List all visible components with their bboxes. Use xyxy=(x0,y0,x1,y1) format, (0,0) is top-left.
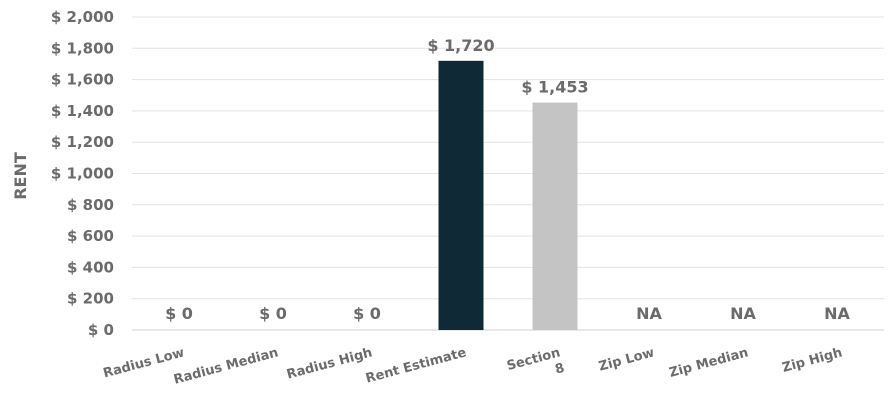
bars xyxy=(438,60,578,330)
bar xyxy=(438,60,484,330)
y-tick-label: $ 400 xyxy=(67,258,114,276)
x-category-label: Rent Estimate xyxy=(364,345,468,386)
data-label: $ 0 xyxy=(165,304,193,323)
y-tick-label: $ 2,000 xyxy=(51,8,114,26)
data-label: NA xyxy=(730,304,756,323)
y-tick-label: $ 1,800 xyxy=(51,39,114,57)
x-category-label: Zip Median xyxy=(668,345,750,381)
data-label: NA xyxy=(824,304,850,323)
data-label: $ 1,720 xyxy=(427,36,494,55)
y-tick-label: $ 1,600 xyxy=(51,71,114,89)
x-category-label: Zip Low xyxy=(597,345,656,374)
y-tick-label: $ 0 xyxy=(88,321,114,339)
x-category-label: Zip High xyxy=(781,345,844,375)
y-tick-label: $ 200 xyxy=(67,290,114,308)
y-tick-label: $ 1,200 xyxy=(51,133,114,151)
data-label: $ 1,453 xyxy=(521,78,588,97)
data-label: $ 0 xyxy=(259,304,287,323)
y-tick-label: $ 600 xyxy=(67,227,114,245)
y-axis-title: RENT xyxy=(11,152,30,200)
data-labels: $ 0 $ 0 $ 0 $ 1,720 $ 1,453 NA NA NA xyxy=(165,36,850,323)
data-label: NA xyxy=(636,304,662,323)
data-label: $ 0 xyxy=(353,304,381,323)
y-tick-label: $ 800 xyxy=(67,196,114,214)
bar xyxy=(532,102,578,330)
gridlines xyxy=(132,16,884,331)
y-axis-ticks: $ 0 $ 200 $ 400 $ 600 $ 800 $ 1,000 $ 1,200 $ 1… xyxy=(51,8,114,339)
x-category-label: Radius High xyxy=(285,345,374,382)
y-tick-label: $ 1,400 xyxy=(51,102,114,120)
x-category-label: Radius Median xyxy=(172,345,280,387)
x-category-label: Section8 xyxy=(505,345,566,389)
y-tick-label: $ 1,000 xyxy=(51,165,114,183)
